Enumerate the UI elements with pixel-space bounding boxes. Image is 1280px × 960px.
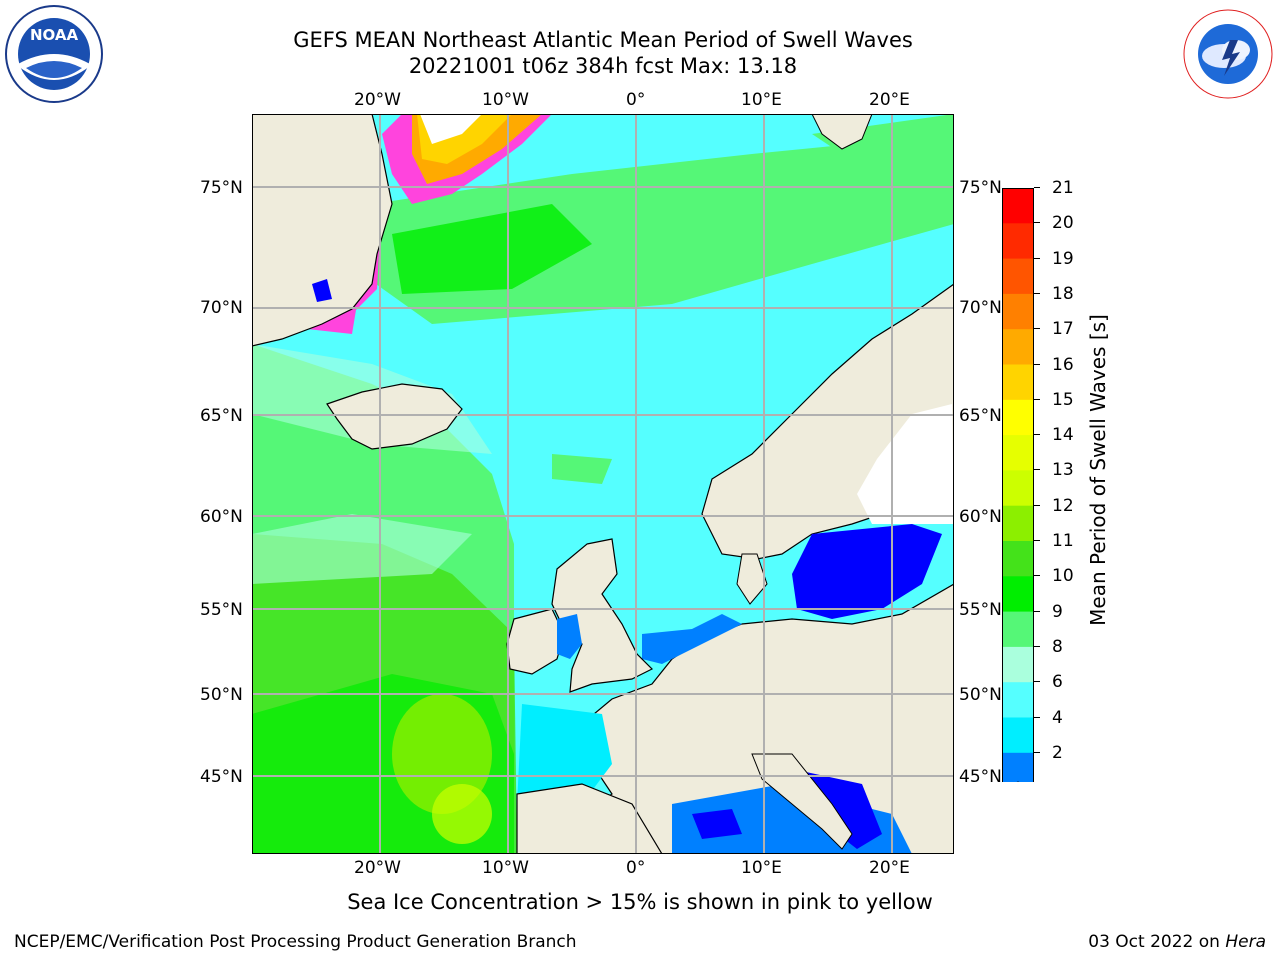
colorbar-tick-label: 10 [1052, 566, 1074, 587]
colorbar-tick-mark [1034, 398, 1040, 400]
footer-date: 03 Oct 2022 on Hera [1088, 932, 1266, 952]
footer-date-text: 03 Oct 2022 on [1088, 932, 1226, 952]
footer-host: Hera [1225, 932, 1266, 952]
lat-label-left-55n: 55°N [200, 600, 243, 620]
colorbar-tick-label: 17 [1052, 319, 1074, 340]
lat-label-right-65n: 65°N [959, 406, 1002, 426]
lon-label-top-0: 0° [626, 90, 646, 110]
lat-label-right-60n: 60°N [959, 507, 1002, 527]
colorbar-tick-label: 4 [1052, 707, 1063, 728]
lon-label-bottom-20e: 20°E [869, 858, 910, 878]
colorbar-tick-label: 6 [1052, 672, 1063, 693]
colorbar-tick-mark [1034, 716, 1040, 718]
colorbar-label: Mean Period of Swell Waves [s] [1086, 314, 1110, 626]
colorbar-tick-label: 16 [1052, 354, 1074, 375]
colorbar-tick-mark [1034, 257, 1040, 259]
colorbar-tick-label: 15 [1052, 389, 1074, 410]
colorbar-tick-label: 13 [1052, 460, 1074, 481]
colorbar-band [1002, 682, 1034, 718]
lat-label-left-60n: 60°N [200, 507, 243, 527]
colorbar-band [1002, 258, 1034, 295]
lat-label-right-70n: 70°N [959, 298, 1002, 318]
lon-label-top-10w: 10°W [482, 90, 529, 110]
lat-label-left-75n: 75°N [200, 178, 243, 198]
colorbar-band [1002, 541, 1034, 577]
noaa-logo: NOAA [4, 4, 104, 104]
lon-label-top-10e: 10°E [741, 90, 782, 110]
colorbar-tick-label: 11 [1052, 531, 1074, 551]
colorbar-tick-label: 8 [1052, 636, 1063, 657]
sea-ice-note: Sea Ice Concentration > 15% is shown in … [347, 890, 933, 914]
lat-label-left-50n: 50°N [200, 685, 243, 705]
colorbar-tick-mark [1034, 292, 1040, 294]
colorbar-tick-mark [1034, 645, 1040, 647]
colorbar-tick-mark [1034, 575, 1040, 577]
lat-label-left-70n: 70°N [200, 298, 243, 318]
colorbar-band [1002, 646, 1034, 683]
lon-label-bottom-20w: 20°W [354, 858, 401, 878]
colorbar-band [1002, 470, 1034, 507]
colorbar-tick-label: 9 [1052, 601, 1063, 622]
colorbar-tick-mark [1034, 504, 1040, 506]
colorbar-tick-label: 19 [1052, 248, 1074, 269]
nws-logo [1178, 4, 1278, 104]
colorbar-band [1002, 188, 1034, 224]
colorbar-tick-mark [1034, 469, 1040, 471]
lat-label-left-45n: 45°N [200, 767, 243, 787]
lat-label-right-50n: 50°N [959, 685, 1002, 705]
colorbar-band [1002, 364, 1034, 401]
svg-text:NOAA: NOAA [30, 26, 79, 44]
colorbar-tick-label: 14 [1052, 425, 1074, 446]
colorbar-band [1002, 576, 1034, 613]
lon-label-top-20w: 20°W [354, 90, 401, 110]
lat-label-left-65n: 65°N [200, 406, 243, 426]
colorbar-band [1002, 752, 1034, 789]
colorbar-tick-mark [1034, 187, 1040, 188]
colorbar-tick-label: 12 [1052, 495, 1074, 516]
lon-label-bottom-10e: 10°E [741, 858, 782, 878]
colorbar-tick-label: 2 [1052, 742, 1063, 763]
footer-org: NCEP/EMC/Verification Post Processing Pr… [14, 932, 577, 952]
colorbar-band [1002, 435, 1034, 471]
swell-period-map [252, 114, 954, 854]
colorbar-tick-mark [1034, 681, 1040, 683]
lon-label-top-20e: 20°E [869, 90, 910, 110]
colorbar-tick-mark [1034, 610, 1040, 612]
lat-label-right-45n: 45°N [959, 767, 1002, 787]
colorbar-tick-label: 21 [1052, 178, 1074, 198]
chart-title: GEFS MEAN Northeast Atlantic Mean Period… [293, 28, 913, 52]
colorbar-tick-mark [1034, 751, 1040, 753]
lon-label-bottom-10w: 10°W [482, 858, 529, 878]
colorbar-tick-mark [1034, 363, 1040, 365]
colorbar-tick-label: 20 [1052, 213, 1074, 234]
colorbar-band [1002, 329, 1034, 365]
colorbar-tick-mark [1034, 328, 1040, 330]
colorbar-band [1002, 717, 1034, 754]
colorbar-band [1002, 611, 1034, 648]
colorbar-tick-label: 18 [1052, 283, 1074, 304]
colorbar-tick-mark [1034, 434, 1040, 436]
colorbar-band [1002, 293, 1034, 330]
lat-label-right-75n: 75°N [959, 178, 1002, 198]
chart-subtitle: 20221001 t06z 384h fcst Max: 13.18 [408, 54, 798, 78]
colorbar-band [1002, 399, 1034, 436]
colorbar [1001, 188, 1035, 789]
colorbar-band [1002, 223, 1034, 260]
colorbar-ticks: 21 20 19 18 17 16 15 14 13 12 11 10 9 8 6 4 2 [1034, 0, 1094, 960]
colorbar-tick-mark [1034, 222, 1040, 224]
lat-label-right-55n: 55°N [959, 600, 1002, 620]
lon-label-bottom-0: 0° [626, 858, 646, 878]
colorbar-tick-mark [1034, 540, 1040, 541]
colorbar-band [1002, 505, 1034, 542]
